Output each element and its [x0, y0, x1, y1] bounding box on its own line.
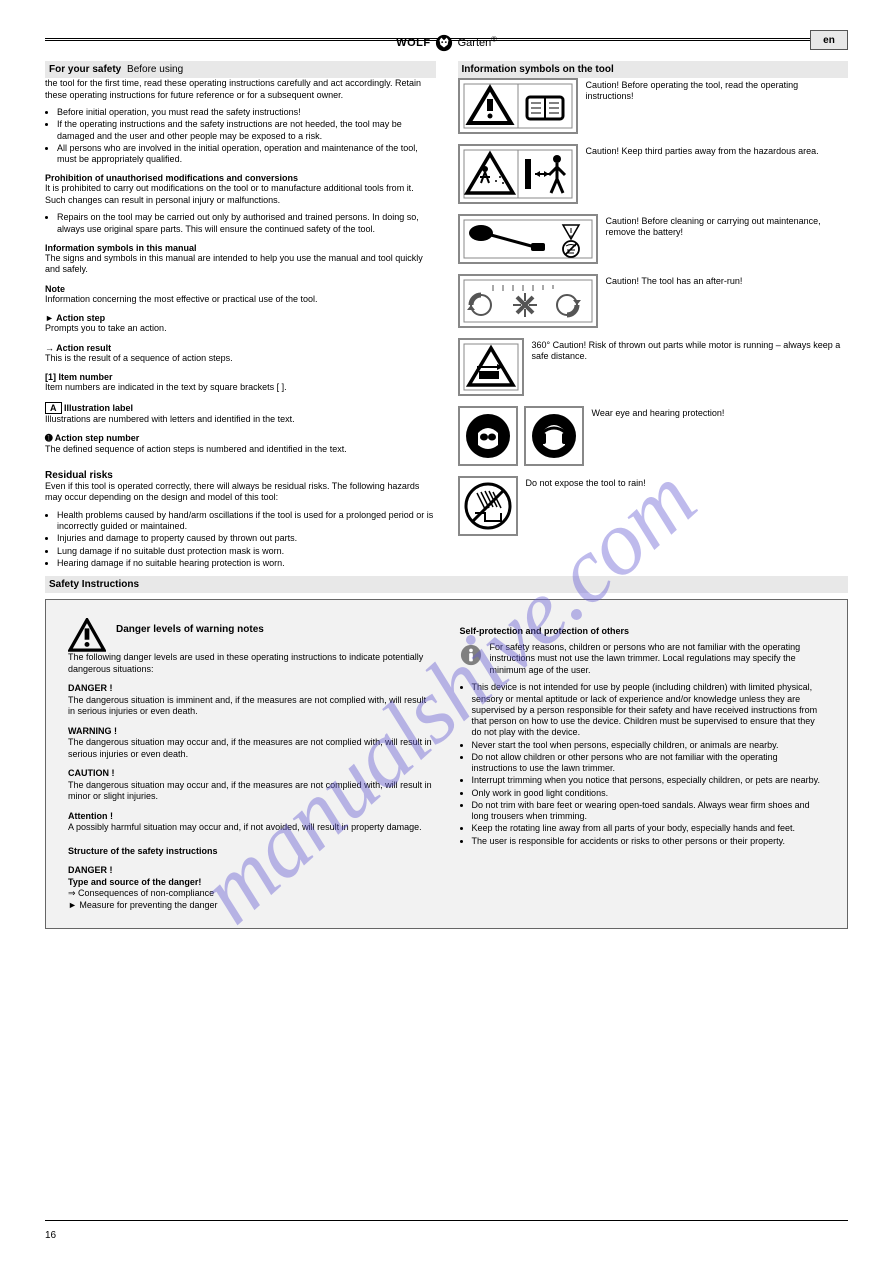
- illust-chip: A: [45, 402, 62, 414]
- attention-head: Attention !: [68, 811, 434, 823]
- step-head: ► Action step: [45, 313, 436, 323]
- pictogram-read-manual-icon: [458, 78, 578, 134]
- symbols-para: The signs and symbols in this manual are…: [45, 253, 436, 276]
- warning-body: The dangerous situation may occur and, i…: [68, 737, 434, 760]
- pictogram-text: Caution! The tool has an after-run!: [606, 274, 849, 287]
- figref-body: Item numbers are indicated in the text b…: [45, 382, 436, 394]
- pictogram-text: Caution! Keep third parties away from th…: [586, 144, 849, 157]
- info-icon: [460, 644, 482, 666]
- section-title: For your safety: [49, 64, 121, 75]
- bullet: The user is responsible for accidents or…: [472, 836, 826, 847]
- bullet: Interrupt trimming when you notice that …: [472, 775, 826, 786]
- pictogram-thrown-parts-icon: [458, 338, 524, 396]
- safety-box: Danger levels of warning notes The follo…: [45, 599, 848, 928]
- warn-label: Danger levels of warning notes: [116, 624, 264, 637]
- pictogram-no-rain-icon: [458, 476, 518, 536]
- section-bar-tail: Before using: [127, 64, 183, 75]
- bullet: Do not allow children or other persons w…: [472, 752, 826, 775]
- brand-logo-icon: [435, 34, 453, 52]
- brand-wolf: WOLF: [396, 37, 430, 49]
- pictogram-text: Do not expose the tool to rain!: [526, 476, 849, 489]
- pictogram-text: Wear eye and hearing protection!: [592, 406, 849, 419]
- brand-header: WOLF Garten®: [45, 0, 848, 34]
- warn-body: The following danger levels are used in …: [68, 652, 434, 675]
- stepnum-body: The defined sequence of action steps is …: [45, 444, 436, 456]
- bullet: If the operating instructions and the sa…: [57, 119, 436, 142]
- structure-danger: DANGER !: [68, 865, 434, 877]
- residual-body: Even if this tool is operated correctly,…: [45, 481, 436, 504]
- section-bar-safety: For your safety Before using: [45, 61, 436, 78]
- protect-bullets: This device is not intended for use by p…: [460, 682, 826, 847]
- pictogram-after-run-icon: [458, 274, 598, 328]
- illust-head: A Illustration label: [45, 402, 436, 414]
- bullet: Repairs on the tool may be carried out o…: [57, 212, 436, 235]
- pictogram-text: 360° Caution! Risk of thrown out parts w…: [532, 338, 849, 363]
- pictogram-remove-battery-icon: [458, 214, 598, 264]
- intro-para: the tool for the first time, read these …: [45, 78, 436, 101]
- mods-para: It is prohibited to carry out modificati…: [45, 183, 436, 206]
- bullet: Keep the rotating line away from all par…: [472, 823, 826, 834]
- attention-body: A possibly harmful situation may occur a…: [68, 822, 434, 834]
- intro-bullets: Before initial operation, you must read …: [45, 107, 436, 165]
- bullet: Only work in good light conditions.: [472, 788, 826, 799]
- stepnum-chip: ➊: [45, 433, 53, 443]
- structure-type: Type and source of the danger!: [68, 877, 434, 889]
- note-body: Information concerning the most effectiv…: [45, 294, 436, 306]
- bullet: Before initial operation, you must read …: [57, 107, 436, 118]
- left-column: For your safety Before using the tool fo…: [45, 61, 436, 570]
- structure-cons: ⇒ Consequences of non-compliance: [68, 888, 434, 900]
- brand-reg: ®: [491, 34, 497, 43]
- bullet: Do not trim with bare feet or wearing op…: [472, 800, 826, 823]
- residual-bullets: Health problems caused by hand/arm oscil…: [45, 510, 436, 569]
- structure-head: Structure of the safety instructions: [68, 846, 434, 858]
- subhead-symbols: Information symbols in this manual: [45, 243, 436, 253]
- safety-left: Danger levels of warning notes The follo…: [68, 618, 434, 911]
- footer-pageno: 16: [45, 1230, 56, 1241]
- danger-body: The dangerous situation is imminent and,…: [68, 695, 434, 718]
- bullet: Injuries and damage to property caused b…: [57, 533, 436, 544]
- stepnum-head: ➊ Action step number: [45, 433, 436, 444]
- language-badge: en: [810, 30, 848, 50]
- figref-head: [1] Item number: [45, 372, 436, 382]
- danger-head: DANGER !: [68, 683, 434, 695]
- residual-head: Residual risks: [45, 470, 436, 481]
- protect-info: For safety reasons, children or persons …: [490, 642, 826, 677]
- warning-triangle-icon: [68, 618, 106, 652]
- safety-right: Self-protection and protection of others…: [460, 618, 826, 911]
- section-bar-safety-instr: Safety Instructions: [45, 576, 848, 593]
- warning-head: WARNING !: [68, 726, 434, 738]
- result-head: → Action result: [45, 343, 436, 353]
- pictogram-text: Caution! Before operating the tool, read…: [586, 78, 849, 103]
- bullet: Lung damage if no suitable dust protecti…: [57, 546, 436, 557]
- bullet: Health problems caused by hand/arm oscil…: [57, 510, 436, 533]
- protect-head: Self-protection and protection of others: [460, 626, 826, 638]
- bullet: All persons who are involved in the init…: [57, 143, 436, 166]
- pictogram-text: Caution! Before cleaning or carrying out…: [606, 214, 849, 239]
- right-column: Information symbols on the tool Caution!: [458, 61, 849, 570]
- section-bar-symbols: Information symbols on the tool: [458, 61, 849, 78]
- bullet: This device is not intended for use by p…: [472, 682, 826, 738]
- pictogram-keep-away-icon: [458, 144, 578, 204]
- note-head: Note: [45, 284, 436, 294]
- caution-head: CAUTION !: [68, 768, 434, 780]
- caution-body: The dangerous situation may occur and, i…: [68, 780, 434, 803]
- mods-bullets: Repairs on the tool may be carried out o…: [45, 212, 436, 235]
- bullet: Hearing damage if no suitable hearing pr…: [57, 558, 436, 569]
- structure-meas: ► Measure for preventing the danger: [68, 900, 434, 912]
- footer-rule: [45, 1220, 848, 1221]
- result-body: This is the result of a sequence of acti…: [45, 353, 436, 365]
- bullet: Never start the tool when persons, espec…: [472, 740, 826, 751]
- subhead-mods: Prohibition of unauthorised modification…: [45, 173, 436, 183]
- pictogram-ppe-icon: [458, 406, 584, 466]
- brand-garten: Garten: [458, 37, 492, 49]
- illust-body: Illustrations are numbered with letters …: [45, 414, 436, 426]
- step-body: Prompts you to take an action.: [45, 323, 436, 335]
